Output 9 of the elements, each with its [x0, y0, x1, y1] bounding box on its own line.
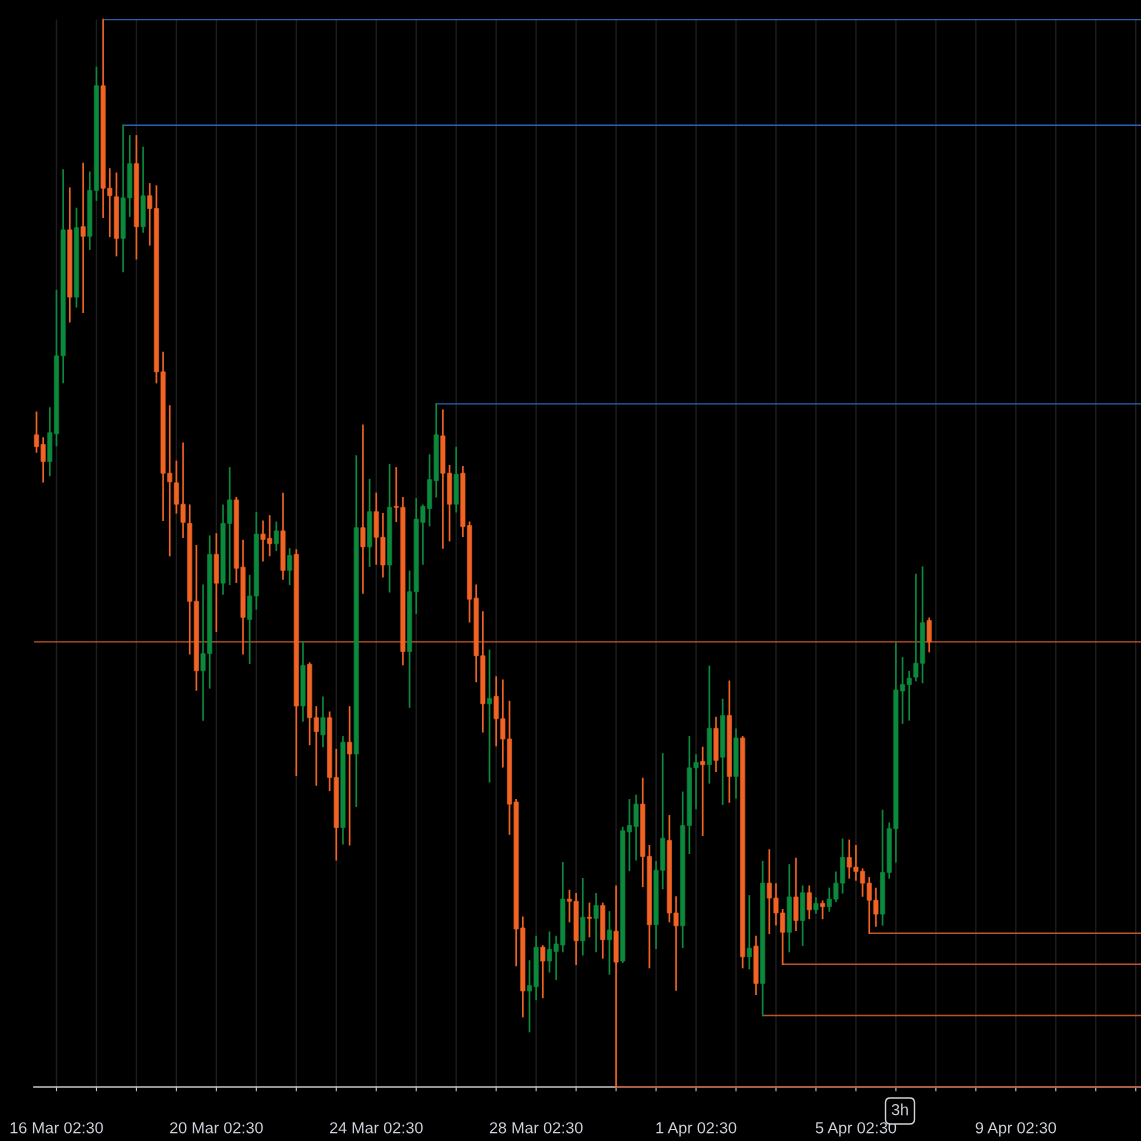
x-tick-label: 24 Mar 02:30 [330, 1122, 423, 1134]
x-tick-label: 16 Mar 02:30 [10, 1122, 103, 1134]
text: 3h [891, 1103, 908, 1116]
x-tick-label: 1 Apr 02:30 [656, 1122, 737, 1137]
x-tick-label: 9 Apr 02:30 [975, 1122, 1057, 1137]
x-tick-label: 5 Apr 02:30 [815, 1122, 897, 1137]
x-tick-label: 28 Mar 02:30 [489, 1122, 583, 1134]
x-tick-label: 20 Mar 02:30 [170, 1122, 263, 1134]
candlestick [586, 902, 592, 938]
